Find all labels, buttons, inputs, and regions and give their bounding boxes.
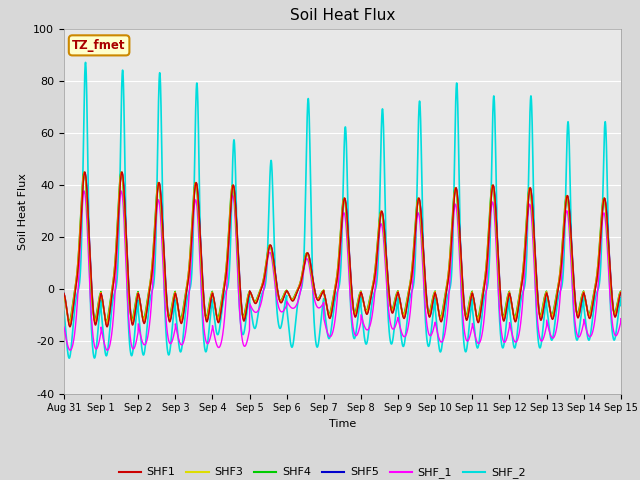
SHF2 bbox=[60, 291, 68, 297]
SHF3 bbox=[60, 291, 68, 297]
SHF2 bbox=[564, 197, 572, 203]
Line: SHF3: SHF3 bbox=[64, 172, 621, 322]
SHF_2 bbox=[216, 324, 223, 330]
SHF_1 bbox=[216, 344, 223, 349]
Line: SHF1: SHF1 bbox=[64, 172, 621, 327]
SHF2 bbox=[180, 306, 188, 312]
SHF3 bbox=[564, 199, 572, 204]
SHF1 bbox=[397, 303, 404, 309]
SHF_2 bbox=[60, 308, 68, 314]
Line: SHF5: SHF5 bbox=[64, 172, 621, 325]
SHF2 bbox=[397, 304, 404, 310]
SHF4 bbox=[407, 276, 415, 282]
SHF_1 bbox=[180, 339, 188, 345]
SHF2 bbox=[617, 289, 625, 295]
SHF_1 bbox=[407, 304, 415, 310]
SHF3 bbox=[407, 281, 415, 287]
Line: SHF_1: SHF_1 bbox=[64, 191, 621, 350]
SHF5 bbox=[216, 315, 223, 321]
SHF3 bbox=[397, 303, 404, 309]
SHF_2 bbox=[617, 295, 625, 300]
SHF2 bbox=[81, 169, 88, 175]
SHF3 bbox=[81, 169, 88, 175]
SHF_1 bbox=[617, 320, 625, 325]
SHF1 bbox=[60, 290, 68, 296]
SHF5 bbox=[180, 310, 188, 316]
SHF5 bbox=[118, 169, 125, 175]
SHF4 bbox=[60, 292, 68, 298]
Line: SHF_2: SHF_2 bbox=[64, 62, 621, 358]
SHF5 bbox=[617, 289, 625, 295]
SHF3 bbox=[617, 290, 625, 296]
Line: SHF4: SHF4 bbox=[64, 172, 621, 321]
SHF4 bbox=[216, 308, 223, 313]
SHF1 bbox=[407, 281, 415, 287]
SHF4 bbox=[397, 304, 404, 310]
SHF1 bbox=[617, 290, 625, 296]
SHF1 bbox=[216, 316, 223, 322]
SHF_2 bbox=[82, 60, 90, 65]
SHF5 bbox=[397, 302, 404, 308]
SHF5 bbox=[407, 280, 415, 286]
SHF_2 bbox=[564, 119, 572, 125]
SHF1 bbox=[617, 290, 625, 296]
Title: Soil Heat Flux: Soil Heat Flux bbox=[290, 9, 395, 24]
SHF3 bbox=[216, 311, 223, 316]
SHF4 bbox=[564, 202, 572, 207]
SHF4 bbox=[180, 302, 188, 308]
SHF2 bbox=[216, 312, 223, 318]
Line: SHF2: SHF2 bbox=[64, 172, 621, 324]
Y-axis label: Soil Heat Flux: Soil Heat Flux bbox=[18, 173, 28, 250]
SHF5 bbox=[564, 195, 572, 201]
SHF2 bbox=[407, 276, 415, 282]
SHF3 bbox=[180, 305, 188, 311]
SHF_1 bbox=[397, 328, 404, 334]
SHF_2 bbox=[65, 355, 73, 361]
SHF5 bbox=[103, 323, 111, 328]
SHF5 bbox=[617, 290, 625, 296]
SHF4 bbox=[65, 318, 73, 324]
SHF_1 bbox=[564, 215, 572, 221]
SHF3 bbox=[66, 319, 74, 325]
SHF_1 bbox=[60, 324, 68, 330]
SHF1 bbox=[180, 311, 188, 317]
SHF_1 bbox=[104, 348, 111, 353]
SHF4 bbox=[617, 291, 625, 297]
SHF2 bbox=[66, 322, 74, 327]
SHF_1 bbox=[81, 188, 88, 194]
SHF4 bbox=[617, 288, 625, 294]
Legend: SHF1, SHF2, SHF3, SHF4, SHF5, SHF_1, SHF_2: SHF1, SHF2, SHF3, SHF4, SHF5, SHF_1, SHF… bbox=[114, 463, 530, 480]
SHF_2 bbox=[407, 292, 415, 298]
SHF_2 bbox=[617, 302, 625, 308]
X-axis label: Time: Time bbox=[329, 419, 356, 429]
SHF1 bbox=[118, 169, 125, 175]
SHF1 bbox=[103, 324, 111, 330]
SHF4 bbox=[117, 169, 125, 175]
SHF1 bbox=[564, 195, 572, 201]
Text: TZ_fmet: TZ_fmet bbox=[72, 39, 126, 52]
SHF3 bbox=[617, 289, 625, 295]
SHF_1 bbox=[617, 316, 625, 322]
SHF_2 bbox=[180, 329, 188, 335]
SHF_2 bbox=[397, 332, 404, 337]
SHF5 bbox=[60, 290, 68, 296]
SHF2 bbox=[617, 290, 625, 296]
